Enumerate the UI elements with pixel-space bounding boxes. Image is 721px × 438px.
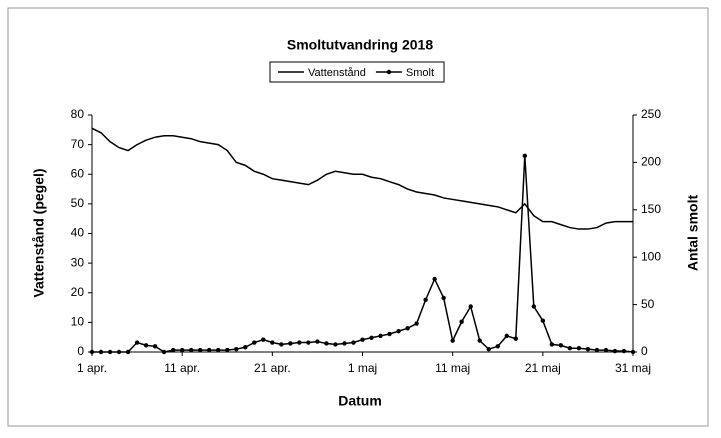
series-marker xyxy=(576,346,582,351)
series-marker xyxy=(531,304,537,309)
legend-box xyxy=(269,61,445,83)
series-marker xyxy=(116,349,122,355)
series-marker xyxy=(297,340,302,345)
series-marker xyxy=(504,333,509,339)
series-marker xyxy=(423,297,428,303)
legend-label: Vattenstånd xyxy=(308,67,366,79)
series-marker xyxy=(143,343,149,348)
y2-tick-label: 50 xyxy=(641,297,655,311)
series-marker xyxy=(468,304,473,309)
series-marker xyxy=(342,341,347,346)
series-marker xyxy=(198,347,203,353)
series-marker xyxy=(612,348,618,354)
y-tick-label: 40 xyxy=(71,226,85,240)
series-marker xyxy=(333,342,338,347)
series-marker xyxy=(152,344,158,349)
series-marker xyxy=(261,337,266,342)
y-tick-label: 30 xyxy=(71,255,85,269)
series-marker xyxy=(405,326,410,331)
y-tick-label: 50 xyxy=(71,196,85,210)
series-marker xyxy=(324,341,329,346)
x-tick-label: 1 maj xyxy=(348,361,377,375)
y-tick-label: 0 xyxy=(77,344,84,358)
y2-tick-label: 150 xyxy=(641,202,661,216)
series-marker xyxy=(432,276,437,282)
series-marker xyxy=(98,349,104,355)
series-marker xyxy=(252,340,257,345)
series-marker xyxy=(134,340,140,345)
series-marker xyxy=(161,349,167,355)
series-line xyxy=(91,127,633,230)
chart-title: Smoltutvandring 2018 xyxy=(287,37,433,53)
series-marker xyxy=(170,347,176,353)
y-tick-label: 10 xyxy=(71,315,85,329)
series-marker xyxy=(279,342,284,347)
y-tick-label: 80 xyxy=(71,107,85,121)
series-marker xyxy=(270,340,275,345)
series-marker xyxy=(107,349,113,355)
legend-label: Smolt xyxy=(406,67,434,79)
series-marker xyxy=(540,318,546,323)
series-marker xyxy=(125,349,131,355)
series-marker xyxy=(369,335,374,340)
y-tick-label: 60 xyxy=(71,166,85,180)
y2-tick-label: 0 xyxy=(641,344,648,358)
series-marker xyxy=(558,343,564,348)
y2-tick-label: 200 xyxy=(641,155,661,169)
x-tick-label: 21 maj xyxy=(525,361,561,375)
series-marker xyxy=(630,349,636,355)
legend-marker xyxy=(386,69,392,75)
series-marker xyxy=(188,347,194,353)
series-marker xyxy=(603,347,609,353)
series-marker xyxy=(522,153,527,158)
series-marker xyxy=(450,338,455,343)
series-marker xyxy=(378,333,383,339)
series-marker xyxy=(243,345,248,350)
y2-tick-label: 250 xyxy=(641,107,661,121)
series-marker xyxy=(477,338,482,343)
series-marker xyxy=(315,339,320,344)
series-marker xyxy=(179,347,185,353)
series-marker xyxy=(351,340,356,345)
x-axis-label: Datum xyxy=(338,393,382,409)
series-marker xyxy=(414,321,419,326)
series-marker xyxy=(396,328,401,334)
series-marker xyxy=(306,340,311,345)
series-marker xyxy=(441,295,446,301)
x-tick-label: 11 apr. xyxy=(164,361,200,375)
y2-axis-label: Antal smolt xyxy=(685,195,701,272)
x-tick-label: 21 apr. xyxy=(254,361,291,375)
x-tick-label: 11 maj xyxy=(435,361,470,375)
series-marker xyxy=(495,344,500,349)
series-marker xyxy=(594,347,600,353)
series-marker xyxy=(621,348,627,354)
series-marker xyxy=(234,346,239,352)
y-axis-label: Vattenstånd (pegel) xyxy=(31,168,47,297)
x-tick-label: 1 apr. xyxy=(77,361,107,375)
series-marker xyxy=(513,336,518,341)
series-marker xyxy=(360,337,365,342)
series-marker xyxy=(585,346,591,352)
series-marker xyxy=(549,342,555,347)
series-marker xyxy=(216,347,221,353)
x-tick-label: 31 maj xyxy=(615,361,651,375)
series-marker xyxy=(459,319,464,324)
series-marker xyxy=(387,331,392,337)
y2-tick-label: 100 xyxy=(641,249,661,263)
series-marker xyxy=(567,346,573,351)
series-marker xyxy=(288,341,293,346)
series-marker xyxy=(225,347,230,353)
y-tick-label: 70 xyxy=(71,137,85,151)
series-marker xyxy=(207,347,212,353)
y-tick-label: 20 xyxy=(71,285,85,299)
series-marker xyxy=(89,349,95,355)
series-marker xyxy=(486,346,491,352)
